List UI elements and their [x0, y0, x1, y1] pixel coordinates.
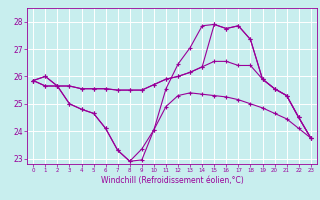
X-axis label: Windchill (Refroidissement éolien,°C): Windchill (Refroidissement éolien,°C)	[100, 176, 244, 185]
